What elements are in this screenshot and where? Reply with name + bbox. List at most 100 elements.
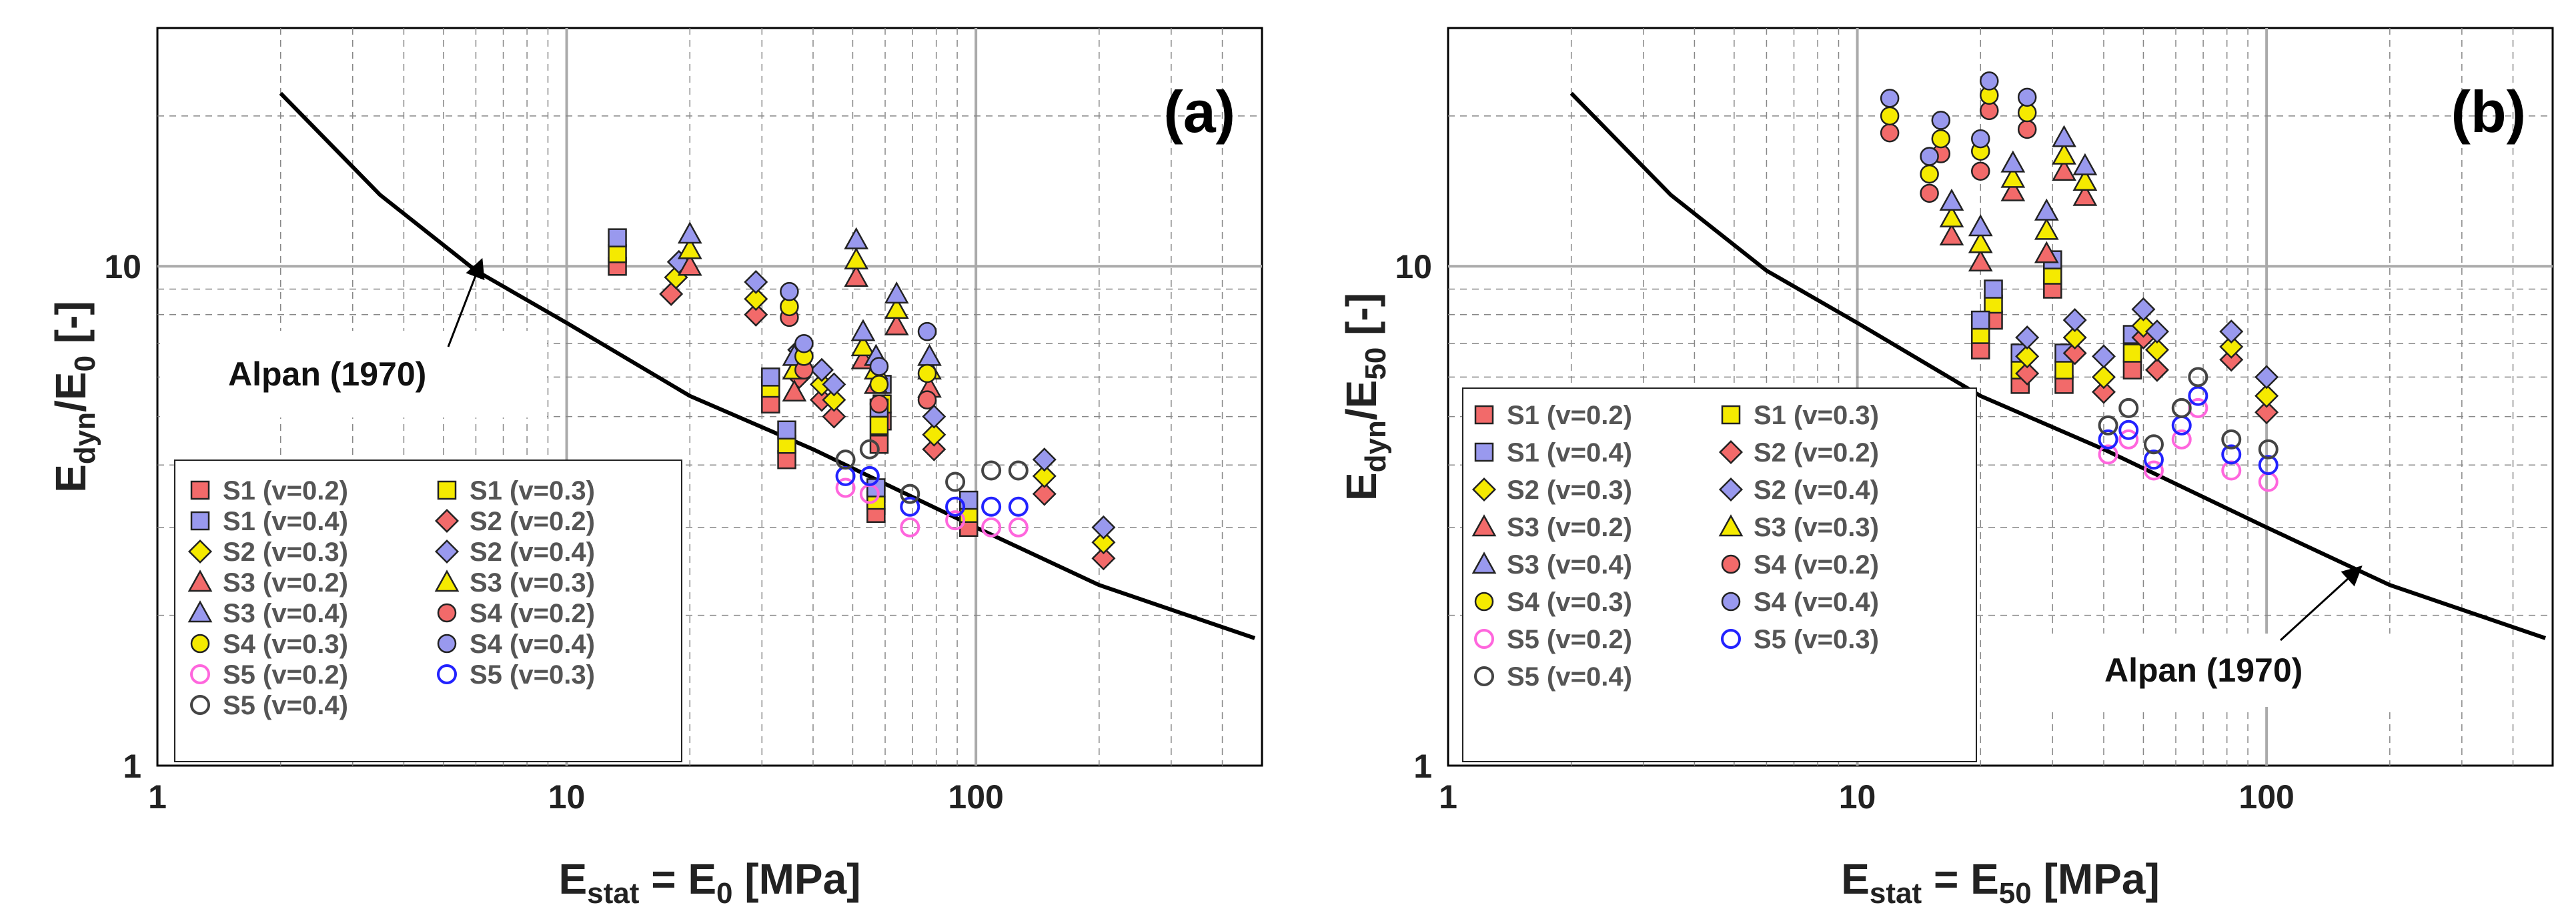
data-point: [2144, 319, 2169, 344]
legend-label: S5 (v=0.3): [1754, 625, 1879, 654]
legend-marker: [1721, 554, 1741, 574]
data-point: [2219, 319, 2244, 344]
data-point: [844, 247, 869, 269]
legend-label: S1 (v=0.3): [1754, 401, 1879, 430]
legend-entry: S1 (v=0.3): [437, 476, 595, 506]
legend-marker: [1721, 592, 1741, 612]
legend-entry: S5 (v=0.2): [1474, 625, 1632, 654]
legend-marker: [190, 695, 210, 715]
legend-label: S3 (v=0.2): [223, 568, 348, 598]
data-point: [2000, 150, 2026, 173]
data-point: [2098, 444, 2118, 465]
y-axis-label: Edyn/E50 [-]: [1337, 293, 1392, 501]
tick-labels: 1 10 100 1 10: [104, 248, 1003, 816]
y-tick-label: 1: [1413, 748, 1432, 785]
data-point: [2052, 125, 2076, 147]
annotation-arrow: [447, 257, 485, 347]
legend-entry: S1 (v=0.4): [1474, 438, 1632, 468]
data-point: [2098, 429, 2118, 449]
data-point: [2118, 397, 2139, 418]
data-point: [1939, 223, 1964, 246]
y-tick-label: 10: [104, 248, 141, 285]
legend-marker: [1471, 552, 1497, 574]
legend-marker: [1474, 666, 1494, 686]
legend-entry: S3 (v=0.3): [434, 568, 595, 598]
data-point: [2034, 198, 2059, 221]
legend-label: S2 (v=0.4): [1754, 476, 1879, 505]
data-point: [1971, 161, 1990, 181]
data-point: [822, 404, 846, 429]
data-point: [917, 390, 937, 409]
data-point: [2171, 397, 2192, 418]
legend-entry: S5 (v=0.4): [1474, 662, 1632, 692]
data-point: [900, 496, 920, 517]
legend-label: S1 (v=0.2): [223, 476, 348, 506]
data-point: [677, 237, 702, 259]
data-point: [1880, 123, 1900, 143]
data-point: [1920, 164, 1939, 184]
legend-marker: [434, 508, 460, 534]
data-point: [782, 379, 807, 402]
annotation-arrow: [2279, 566, 2363, 642]
x-tick-label: 100: [2238, 778, 2294, 816]
data-point: [1032, 447, 1057, 472]
legend-box: [1462, 387, 1977, 762]
data-point: [2052, 142, 2076, 165]
data-point: [884, 281, 909, 304]
legend-entry: S5 (v=0.2): [190, 660, 348, 690]
data-point: [608, 244, 627, 263]
data-point: [2143, 460, 2164, 481]
legend-entry: S4 (v=0.3): [1474, 588, 1632, 617]
data-point: [2034, 241, 2059, 263]
data-point: [844, 265, 869, 287]
data-point: [922, 422, 946, 447]
legend-marker: [437, 664, 457, 684]
legend-marker: [1718, 477, 1744, 502]
data-point: [869, 394, 889, 413]
legend-label: S1 (v=0.2): [1507, 401, 1632, 430]
legend-entry: S3 (v=0.3): [1718, 513, 1879, 542]
data-point: [761, 394, 780, 413]
annotation-label: Alpan (1970): [228, 355, 426, 393]
legend-marker: [187, 539, 213, 564]
data-point: [1968, 249, 1993, 272]
legend-entry: S1 (v=0.2): [190, 476, 348, 506]
data-point: [1880, 89, 1900, 108]
legend-entry: S2 (v=0.3): [187, 538, 348, 567]
legend: S1 (v=0.2) S1 (v=0.3) S1 (v=0.4) S2 (v=0.2)…: [1462, 387, 1977, 762]
legend-label: S1 (v=0.3): [470, 476, 595, 506]
data-point: [850, 334, 876, 357]
data-point: [822, 372, 846, 397]
data-point: [2255, 383, 2279, 408]
legend-label: S5 (v=0.2): [1507, 625, 1632, 654]
data-point: [2219, 334, 2244, 359]
tick-labels: 1 10 100 1 10: [1395, 248, 2294, 816]
legend-label: S2 (v=0.2): [470, 507, 595, 536]
legend-entry: S4 (v=0.4): [1721, 588, 1879, 617]
data-point: [2091, 365, 2116, 389]
legend-label: S4 (v=0.3): [1507, 588, 1632, 617]
legend-marker: [1718, 514, 1744, 537]
legend-label: S2 (v=0.4): [470, 538, 595, 567]
legend-marker: [1721, 629, 1741, 649]
data-point: [2144, 357, 2169, 382]
legend-entry: S1 (v=0.4): [190, 507, 348, 536]
data-point: [1008, 460, 1029, 481]
data-point: [777, 420, 796, 440]
data-point: [2062, 341, 2087, 365]
legend-marker: [437, 480, 457, 500]
legend-entry: S3 (v=0.2): [187, 568, 348, 598]
data-point: [2221, 444, 2242, 465]
legend-marker: [187, 600, 213, 623]
legend-entry: S1 (v=0.2): [1474, 401, 1632, 430]
data-point: [981, 496, 1002, 517]
data-point: [2000, 165, 2026, 188]
data-point: [917, 363, 937, 383]
data-point: [869, 415, 889, 435]
data-point: [922, 404, 946, 429]
y-tick-label: 1: [123, 748, 141, 785]
data-point: [859, 439, 880, 460]
legend-label: S4 (v=0.2): [470, 599, 595, 628]
y-tick-label: 10: [1395, 248, 1432, 285]
